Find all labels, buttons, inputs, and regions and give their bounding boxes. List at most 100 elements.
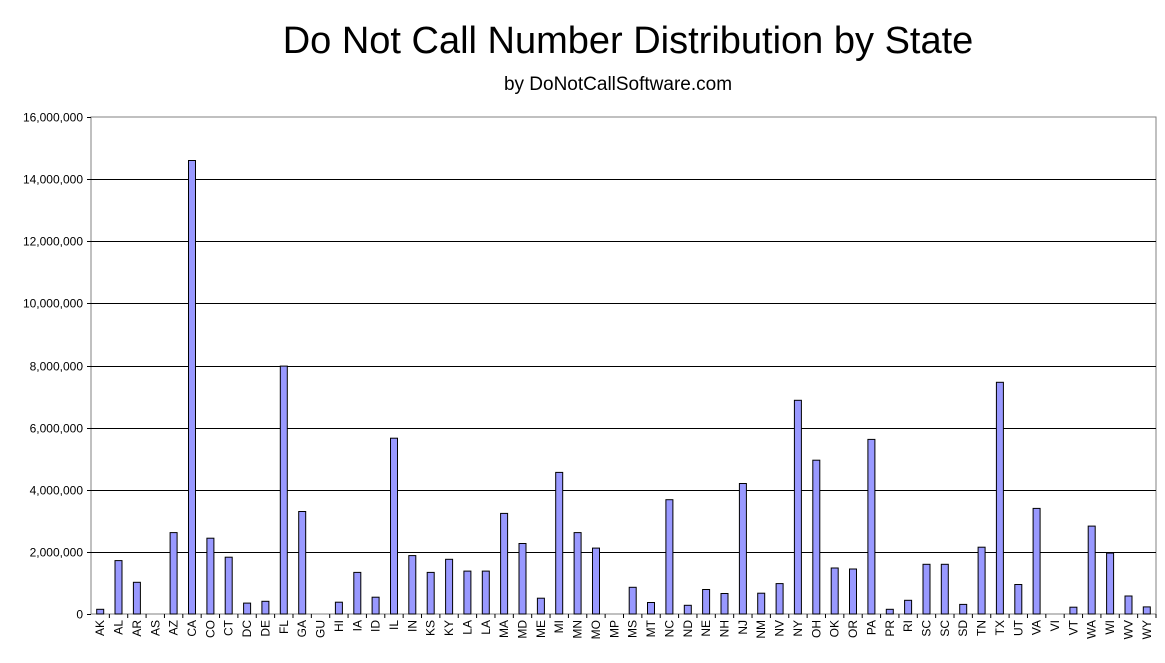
bar-wv xyxy=(1124,595,1133,615)
x-tick-label: IA xyxy=(350,620,364,631)
bar-co xyxy=(206,537,215,615)
y-tick-label: 10,000,000 xyxy=(23,297,83,311)
plot-area xyxy=(90,116,1157,615)
bar-ri xyxy=(904,599,913,615)
bar-de xyxy=(261,600,270,615)
x-tick-label: AK xyxy=(93,620,107,636)
bar-va xyxy=(1032,507,1041,615)
bar-al xyxy=(114,560,123,615)
x-tick-label: NJ xyxy=(736,620,750,635)
y-tick-label: 2,000,000 xyxy=(30,546,84,560)
bar-vt xyxy=(1069,606,1078,615)
x-tick-label: KS xyxy=(424,620,438,636)
x-tick-label: OH xyxy=(809,620,823,638)
x-tick-label: WY xyxy=(1140,620,1154,639)
bar-ma xyxy=(500,512,509,615)
x-tick-label: AS xyxy=(148,620,162,636)
x-tick-label: ID xyxy=(369,620,383,632)
x-tick-label: MD xyxy=(516,620,530,639)
bar-ne xyxy=(702,589,711,615)
bar-mt xyxy=(647,602,655,615)
bar-me xyxy=(536,597,545,615)
x-tick-label: LA xyxy=(479,620,493,635)
bar-sc xyxy=(922,563,931,615)
bar-nc xyxy=(665,499,674,615)
x-tick-label: TN xyxy=(975,620,989,636)
x-tick-label: LA xyxy=(460,620,474,635)
bar-ia xyxy=(353,571,362,615)
x-tick-label: WI xyxy=(1103,620,1117,635)
bar-la xyxy=(481,570,490,615)
x-tick-label: VT xyxy=(1066,619,1080,635)
x-tick-label: SD xyxy=(956,620,970,637)
x-tick-label: SC xyxy=(938,620,952,637)
x-tick-label: MA xyxy=(497,620,511,638)
x-tick-label: DE xyxy=(258,620,272,637)
x-tick-label: AR xyxy=(130,620,144,637)
x-tick-label: HI xyxy=(332,620,346,632)
bar-nh xyxy=(720,593,729,615)
bar-ar xyxy=(132,581,141,615)
bar-pa xyxy=(867,438,876,615)
bar-wi xyxy=(1106,552,1115,615)
x-tick-label: DC xyxy=(240,620,254,638)
x-tick-label: GU xyxy=(314,620,328,638)
bar-id xyxy=(371,596,380,615)
x-tick-label: NH xyxy=(718,620,732,637)
bar-nm xyxy=(757,592,766,615)
x-tick-label: MS xyxy=(626,620,640,638)
x-tick-label: NY xyxy=(791,620,805,637)
bar-ms xyxy=(628,586,637,615)
chart-title: Do Not Call Number Distribution by State xyxy=(282,20,974,62)
bar-mo xyxy=(592,547,600,615)
y-tick-label: 8,000,000 xyxy=(30,360,84,374)
x-tick-label: GA xyxy=(295,620,309,637)
x-tick-label: MO xyxy=(589,620,603,639)
y-tick-label: 4,000,000 xyxy=(30,484,84,498)
x-tick-label: KY xyxy=(442,620,456,636)
x-tick-label: MN xyxy=(571,620,585,639)
x-tick-label: OR xyxy=(846,620,860,638)
y-tick-label: 14,000,000 xyxy=(23,173,83,187)
x-tick-label: AL xyxy=(112,620,126,635)
bar-tn xyxy=(977,546,986,615)
x-tick-label: IN xyxy=(405,620,419,632)
bar-il xyxy=(390,437,398,615)
bar-sd xyxy=(959,603,968,615)
bar-ut xyxy=(1014,584,1023,615)
bar-ak xyxy=(96,608,105,615)
bar-wa xyxy=(1087,525,1096,615)
bar-mn xyxy=(573,532,582,615)
x-tick-label: ME xyxy=(534,620,548,638)
y-tick-label: 16,000,000 xyxy=(23,111,83,125)
bar-ct xyxy=(224,556,233,615)
x-tick-label: WA xyxy=(1085,620,1099,639)
bar-mi xyxy=(555,471,564,615)
bar-in xyxy=(408,555,417,615)
bar-md xyxy=(518,543,527,615)
x-tick-label: MP xyxy=(607,620,621,638)
y-tick-label: 12,000,000 xyxy=(23,235,83,249)
bar-wy xyxy=(1142,606,1151,615)
x-tick-label: NM xyxy=(754,620,768,639)
x-tick-label: CA xyxy=(185,620,199,637)
bar-dc xyxy=(243,602,252,615)
bar-tx xyxy=(995,381,1004,615)
x-tick-label: OK xyxy=(828,620,842,637)
y-tick-label: 0 xyxy=(76,608,83,622)
bar-nd xyxy=(683,604,692,615)
x-tick-label: PR xyxy=(883,620,897,637)
x-tick-label: FL xyxy=(277,620,291,634)
x-tick-label: UT xyxy=(1011,619,1025,636)
bar-ok xyxy=(830,567,839,615)
x-tick-label: PA xyxy=(864,620,878,635)
bar-nv xyxy=(775,583,784,615)
bar-ga xyxy=(298,511,307,615)
x-tick-label: NE xyxy=(699,620,713,637)
x-tick-label: MI xyxy=(552,620,566,633)
bar-oh xyxy=(812,459,821,615)
y-tick-label: 6,000,000 xyxy=(30,422,84,436)
x-tick-label: WV xyxy=(1122,620,1136,639)
x-tick-label: ND xyxy=(681,620,695,638)
